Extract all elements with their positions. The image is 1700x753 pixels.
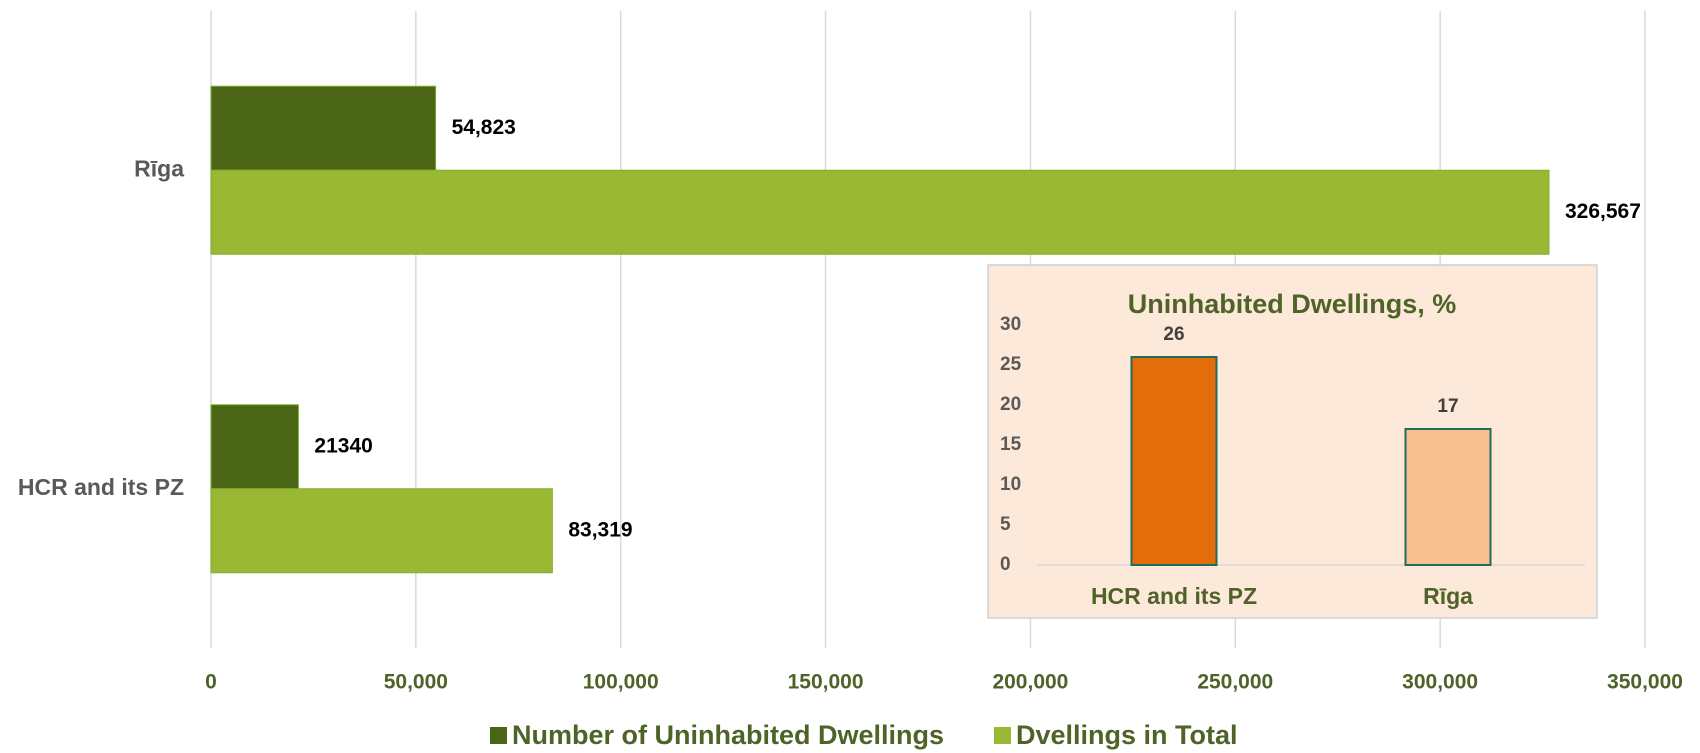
legend-swatch bbox=[490, 727, 507, 744]
x-tick-label: 100,000 bbox=[583, 671, 659, 694]
data-label: 21340 bbox=[314, 434, 372, 457]
category-label: HCR and its PZ bbox=[18, 474, 184, 500]
bar bbox=[210, 85, 437, 171]
y-tick-label: 15 bbox=[1000, 434, 1022, 455]
bar bbox=[1404, 428, 1492, 566]
inset-chart: Uninhabited Dwellings, % 0 5 10 15 20 25 30 26 H… bbox=[1000, 289, 1585, 609]
x-tick-label: 250,000 bbox=[1197, 671, 1273, 694]
x-tick-label: 50,000 bbox=[384, 671, 448, 694]
y-tick-label: 5 bbox=[1000, 514, 1011, 535]
x-tick-label: 300,000 bbox=[1402, 671, 1478, 694]
bar bbox=[210, 488, 553, 574]
data-label: 26 bbox=[1163, 324, 1184, 345]
bar bbox=[210, 404, 299, 490]
inset-title: Uninhabited Dwellings, % bbox=[1128, 289, 1457, 319]
x-tick-label: 0 bbox=[205, 671, 217, 694]
x-tick-label: 350,000 bbox=[1607, 671, 1683, 694]
data-label: 17 bbox=[1437, 396, 1458, 417]
category-label: Rīga bbox=[134, 155, 184, 181]
x-tick-label: Rīga bbox=[1423, 583, 1473, 609]
x-tick-label: 150,000 bbox=[788, 671, 864, 694]
legend-label: Number of Uninhabited Dwellings bbox=[512, 720, 944, 750]
inset-panel bbox=[987, 264, 1598, 619]
y-tick-label: 30 bbox=[1000, 314, 1021, 335]
y-tick-label: 0 bbox=[1000, 554, 1011, 575]
y-tick-label: 25 bbox=[1000, 354, 1022, 375]
x-tick-label: HCR and its PZ bbox=[1091, 583, 1257, 609]
legend-swatch bbox=[994, 727, 1011, 744]
data-label: 326,567 bbox=[1565, 200, 1641, 223]
legend-label: Dvellings in Total bbox=[1016, 720, 1238, 750]
data-label: 83,319 bbox=[568, 518, 632, 541]
bar bbox=[1130, 356, 1218, 566]
y-tick-label: 10 bbox=[1000, 474, 1021, 495]
y-tick-label: 20 bbox=[1000, 394, 1021, 415]
x-tick-label: 200,000 bbox=[992, 671, 1068, 694]
data-label: 54,823 bbox=[452, 116, 516, 139]
bar bbox=[210, 169, 1550, 255]
